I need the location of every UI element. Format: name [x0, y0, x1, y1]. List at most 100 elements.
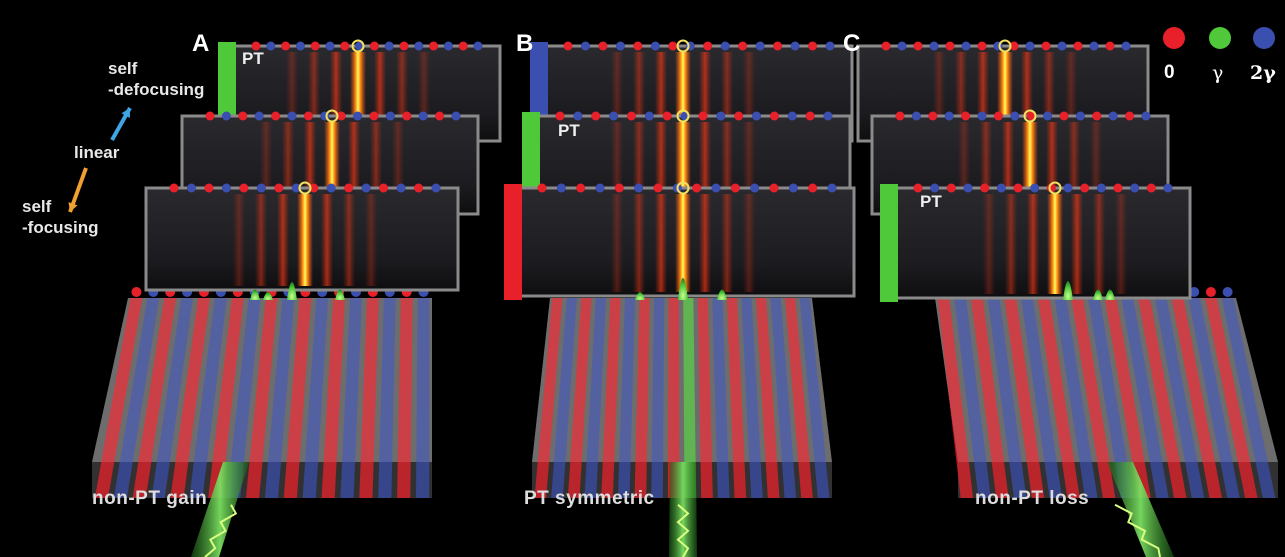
screen-streak-a3--1: [277, 194, 289, 286]
waveguide-c-14: [1171, 298, 1222, 498]
screen-site-b3-5: [634, 183, 644, 193]
output-spike-3: [335, 289, 345, 300]
waveguide-c-12: [1138, 298, 1187, 498]
waveguide-b-17: [799, 298, 830, 498]
screen-site-a1-6: [340, 41, 350, 51]
screen-site-c2-15: [1141, 111, 1151, 121]
input-wave-0: [204, 504, 238, 557]
waveguide-c-3: [987, 298, 1027, 498]
input-beam-0: [191, 462, 249, 557]
screen-site-b1-1: [580, 41, 590, 51]
screen-site-a3-8: [309, 183, 319, 193]
screen-site-b1-13: [790, 41, 800, 51]
output-spike-9: [1105, 289, 1115, 300]
screen-site-b1-2: [598, 41, 608, 51]
waveguide-c-5: [1021, 298, 1062, 498]
lattice-block-b-glass: [532, 298, 832, 462]
screen-site-b2-3: [609, 111, 619, 121]
screen-site-b2-6: [662, 111, 672, 121]
screen-site-c3-9: [1063, 183, 1073, 193]
screen-site-a2-12: [402, 111, 412, 121]
screen-site-a2-1: [221, 111, 231, 121]
screen-site-c1-10: [1041, 41, 1051, 51]
screen-peak-ring-b1: [676, 39, 690, 53]
screen-site-a1-5: [325, 41, 335, 51]
screen-streak-b3--3: [611, 194, 623, 292]
screen-site-c1-15: [1121, 41, 1131, 51]
screen-site-c2-4: [961, 111, 971, 121]
screen-site-c3-0: [913, 183, 923, 193]
screen-site-b1-6: [668, 41, 678, 51]
screen-site-b1-11: [755, 41, 765, 51]
screen-site-c2-1: [911, 111, 921, 121]
screen-site-a1-14: [458, 41, 468, 51]
screen-site-a2-4: [271, 111, 281, 121]
linear-label: linear: [74, 143, 120, 162]
waveguide-c-16: [1205, 298, 1258, 498]
screen-site-c3-15: [1163, 183, 1173, 193]
panel-a-letter: A: [192, 30, 210, 57]
waveguide-c-10: [1104, 298, 1151, 498]
lattice-site-c-16: [1205, 287, 1216, 297]
self-defocusing-label-line1: self: [108, 59, 138, 78]
screen-site-b2-15: [823, 111, 833, 121]
waveguide-a-5: [189, 298, 227, 498]
screen-site-b2-8: [698, 111, 708, 121]
waveguide-b-10: [697, 298, 713, 498]
screen-site-b3-9: [711, 183, 721, 193]
screen-site-c3-13: [1130, 183, 1140, 193]
waveguide-c-8: [1071, 298, 1116, 498]
screen-hotspot-c3: [1047, 194, 1063, 294]
self-focusing-label-line2: -focusing: [22, 218, 99, 237]
legend-label-gamma: γ: [1212, 62, 1224, 84]
caption-non-pt-loss: non-PT loss: [975, 488, 1090, 509]
screen-peak-ring-b2: [676, 109, 690, 123]
output-spike-7: [1063, 281, 1073, 300]
screen-site-a2-14: [435, 111, 445, 121]
screen-streak-b3-2: [721, 194, 733, 292]
lattice-site-a-0: [131, 287, 142, 297]
screen-site-a1-15: [473, 41, 483, 51]
screen-site-b1-14: [808, 41, 818, 51]
screen-site-b1-4: [633, 41, 643, 51]
lattice-block-c-glass: [935, 298, 1278, 462]
screen-site-b3-1: [556, 183, 566, 193]
screen-site-b3-10: [730, 183, 740, 193]
screen-site-b3-8: [692, 183, 702, 193]
screen-site-b2-4: [626, 111, 636, 121]
caption-non-pt-gain: non-PT gain: [92, 488, 208, 509]
waveguide-b-3: [584, 298, 607, 498]
screen-c3: [888, 186, 1192, 300]
output-spike-0: [250, 289, 260, 300]
waveguide-c-0: [937, 298, 974, 498]
screen-streak-c3--1: [1027, 194, 1039, 294]
screen-site-c3-5: [996, 183, 1006, 193]
screen-site-a2-15: [451, 111, 461, 121]
screen-site-a1-0: [251, 41, 261, 51]
waveguide-c-7: [1054, 298, 1098, 498]
lattice-block-a-glass: [92, 298, 432, 462]
screen-site-a1-10: [399, 41, 409, 51]
screen-peak-ring-c2: [1023, 109, 1037, 123]
screen-site-b1-3: [615, 41, 625, 51]
waveguide-a-3: [151, 298, 194, 498]
screen-site-c1-4: [945, 41, 955, 51]
screen-hotspot-b3: [675, 194, 691, 292]
screen-site-c2-9: [1043, 111, 1053, 121]
waveguide-b-2: [567, 298, 592, 498]
screen-site-a3-3: [221, 183, 231, 193]
screen-site-a2-13: [418, 111, 428, 121]
pt-marker-bar-b3: [504, 184, 522, 300]
screen-site-b3-11: [750, 183, 760, 193]
screen-site-b1-8: [703, 41, 713, 51]
screen-site-a3-10: [344, 183, 354, 193]
waveguide-a-15: [378, 298, 396, 498]
screen-streak-b3-3: [743, 194, 755, 292]
screen-site-c2-5: [977, 111, 987, 121]
screen-site-c2-8: [1026, 111, 1036, 121]
screen-site-c1-11: [1057, 41, 1067, 51]
screen-site-c3-2: [946, 183, 956, 193]
screen-site-b3-13: [788, 183, 798, 193]
screen-site-b3-12: [769, 183, 779, 193]
screen-site-c1-0: [881, 41, 891, 51]
